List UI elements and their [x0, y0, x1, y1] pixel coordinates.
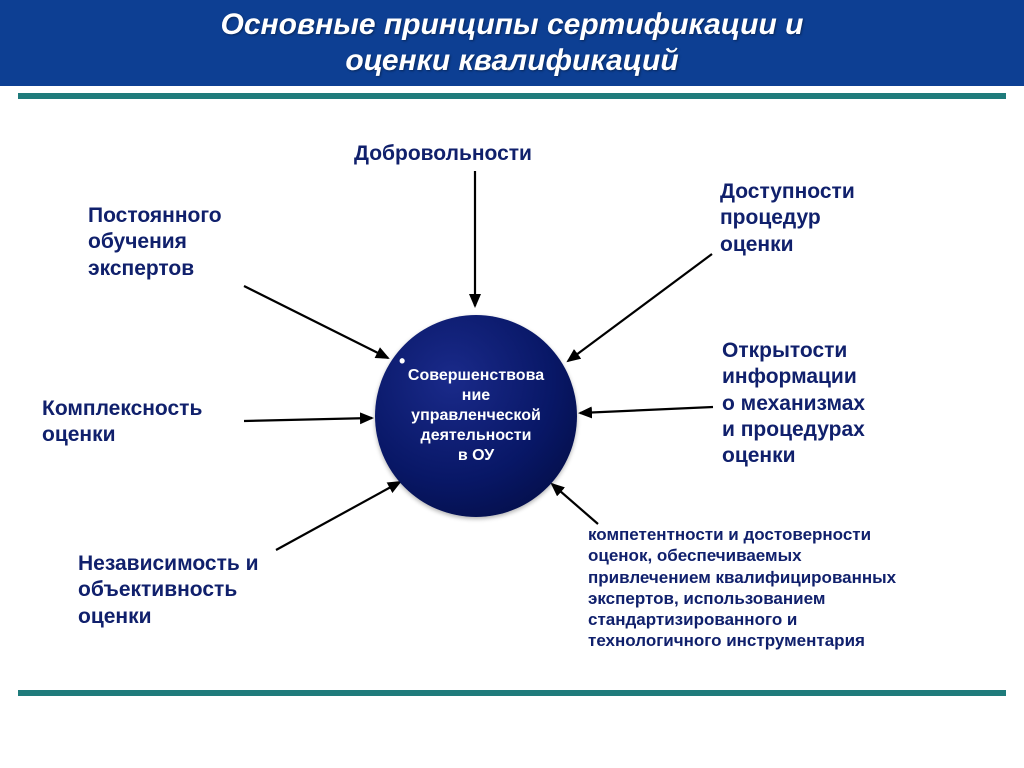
principle-complexity: Комплексность оценки: [42, 396, 302, 449]
diagram-canvas: • Совершенствова ние управленческой деят…: [0, 106, 1024, 746]
principle-training: Постоянного обучения экспертов: [88, 203, 348, 282]
arrow-training: [244, 286, 388, 358]
arrow-independence: [276, 482, 400, 550]
principle-competence: компетентности и достоверности оценок, о…: [588, 524, 1008, 652]
slide-title: Основные принципы сертификации и оценки …: [221, 7, 804, 79]
center-node: • Совершенствова ние управленческой деят…: [375, 315, 577, 517]
arrow-accessibility: [568, 254, 712, 361]
arrow-competence: [552, 484, 598, 524]
principle-voluntary: Добровольности: [354, 141, 654, 167]
bottom-divider: [18, 690, 1006, 696]
arrow-openness: [580, 407, 713, 413]
principle-independence: Независимость и объективность оценки: [78, 551, 378, 630]
center-text: Совершенствова ние управленческой деятел…: [408, 366, 544, 466]
principle-accessibility: Доступности процедур оценки: [720, 179, 980, 258]
top-divider: [18, 93, 1006, 99]
slide-header: Основные принципы сертификации и оценки …: [0, 0, 1024, 86]
principle-openness: Открытости информации о механизмах и про…: [722, 338, 1002, 469]
center-bullet: •: [399, 350, 405, 373]
